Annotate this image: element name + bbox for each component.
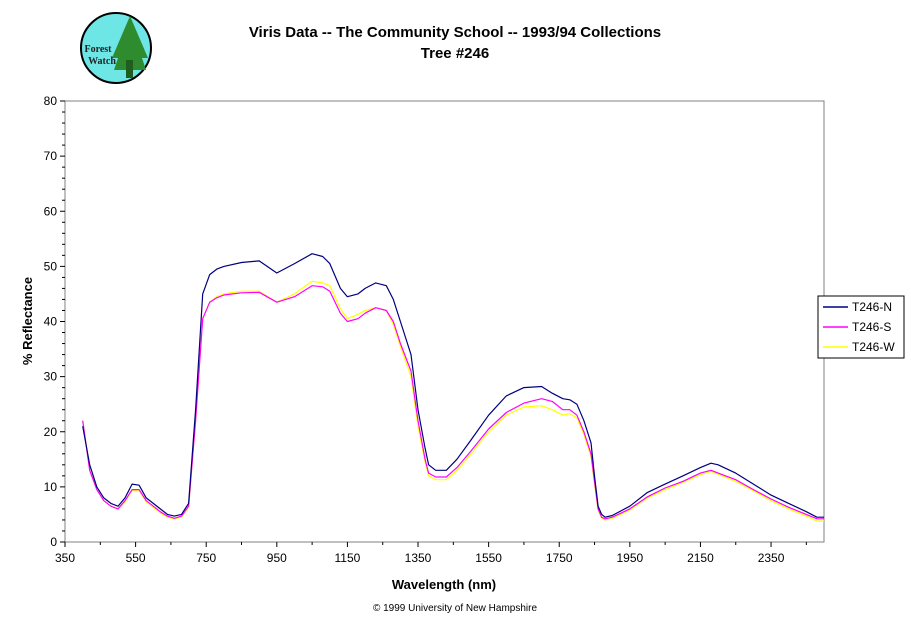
forest-watch-logo: Forest Watch — [80, 12, 152, 84]
y-axis: 0 10 20 30 40 50 60 70 80 — [44, 94, 65, 549]
y-tick-label: 30 — [44, 370, 58, 384]
chart-title: Viris Data -- The Community School -- 19… — [249, 24, 661, 41]
y-axis-title: % Reflectance — [20, 277, 35, 365]
tree-icon — [112, 16, 148, 78]
series-line-t246-w — [82, 280, 824, 522]
x-tick-label: 750 — [196, 551, 216, 565]
legend-label-t246-n: T246-N — [852, 300, 892, 314]
x-tick-label: 550 — [126, 551, 146, 565]
x-tick-label: 2150 — [687, 551, 714, 565]
legend-label-t246-s: T246-S — [852, 320, 891, 334]
series-line-t246-s — [82, 285, 824, 520]
copyright-footer: © 1999 University of New Hampshire — [373, 603, 538, 614]
y-tick-label: 70 — [44, 149, 58, 163]
logo-text-line-1: Forest — [84, 44, 112, 55]
x-axis-title: Wavelength (nm) — [392, 577, 496, 592]
x-tick-label: 1150 — [335, 551, 361, 565]
x-tick-label: 1350 — [405, 551, 432, 565]
legend-label-t246-w: T246-W — [852, 340, 895, 354]
x-tick-label: 1550 — [475, 551, 502, 565]
legend: T246-N T246-S T246-W — [817, 295, 905, 359]
y-tick-label: 80 — [44, 94, 58, 108]
y-tick-label: 40 — [44, 315, 58, 329]
logo-text-line-2: Watch — [88, 56, 116, 67]
y-tick-label: 60 — [44, 204, 58, 218]
series-line-t246-n — [82, 253, 824, 518]
x-tick-label: 1950 — [616, 551, 643, 565]
x-tick-label: 1750 — [546, 551, 573, 565]
x-tick-label: 950 — [267, 551, 287, 565]
series-lines — [82, 253, 824, 522]
chart-subtitle: Tree #246 — [421, 45, 489, 62]
x-tick-label: 350 — [55, 551, 75, 565]
y-tick-label: 10 — [44, 480, 58, 494]
x-axis: 350 550 750 950 1150 1350 1550 1750 1950 2150 2350 — [55, 542, 807, 565]
y-tick-label: 20 — [44, 425, 58, 439]
y-tick-label: 0 — [50, 535, 57, 549]
y-tick-label: 50 — [44, 259, 58, 273]
plot-area — [64, 100, 825, 543]
x-tick-label: 2350 — [758, 551, 785, 565]
